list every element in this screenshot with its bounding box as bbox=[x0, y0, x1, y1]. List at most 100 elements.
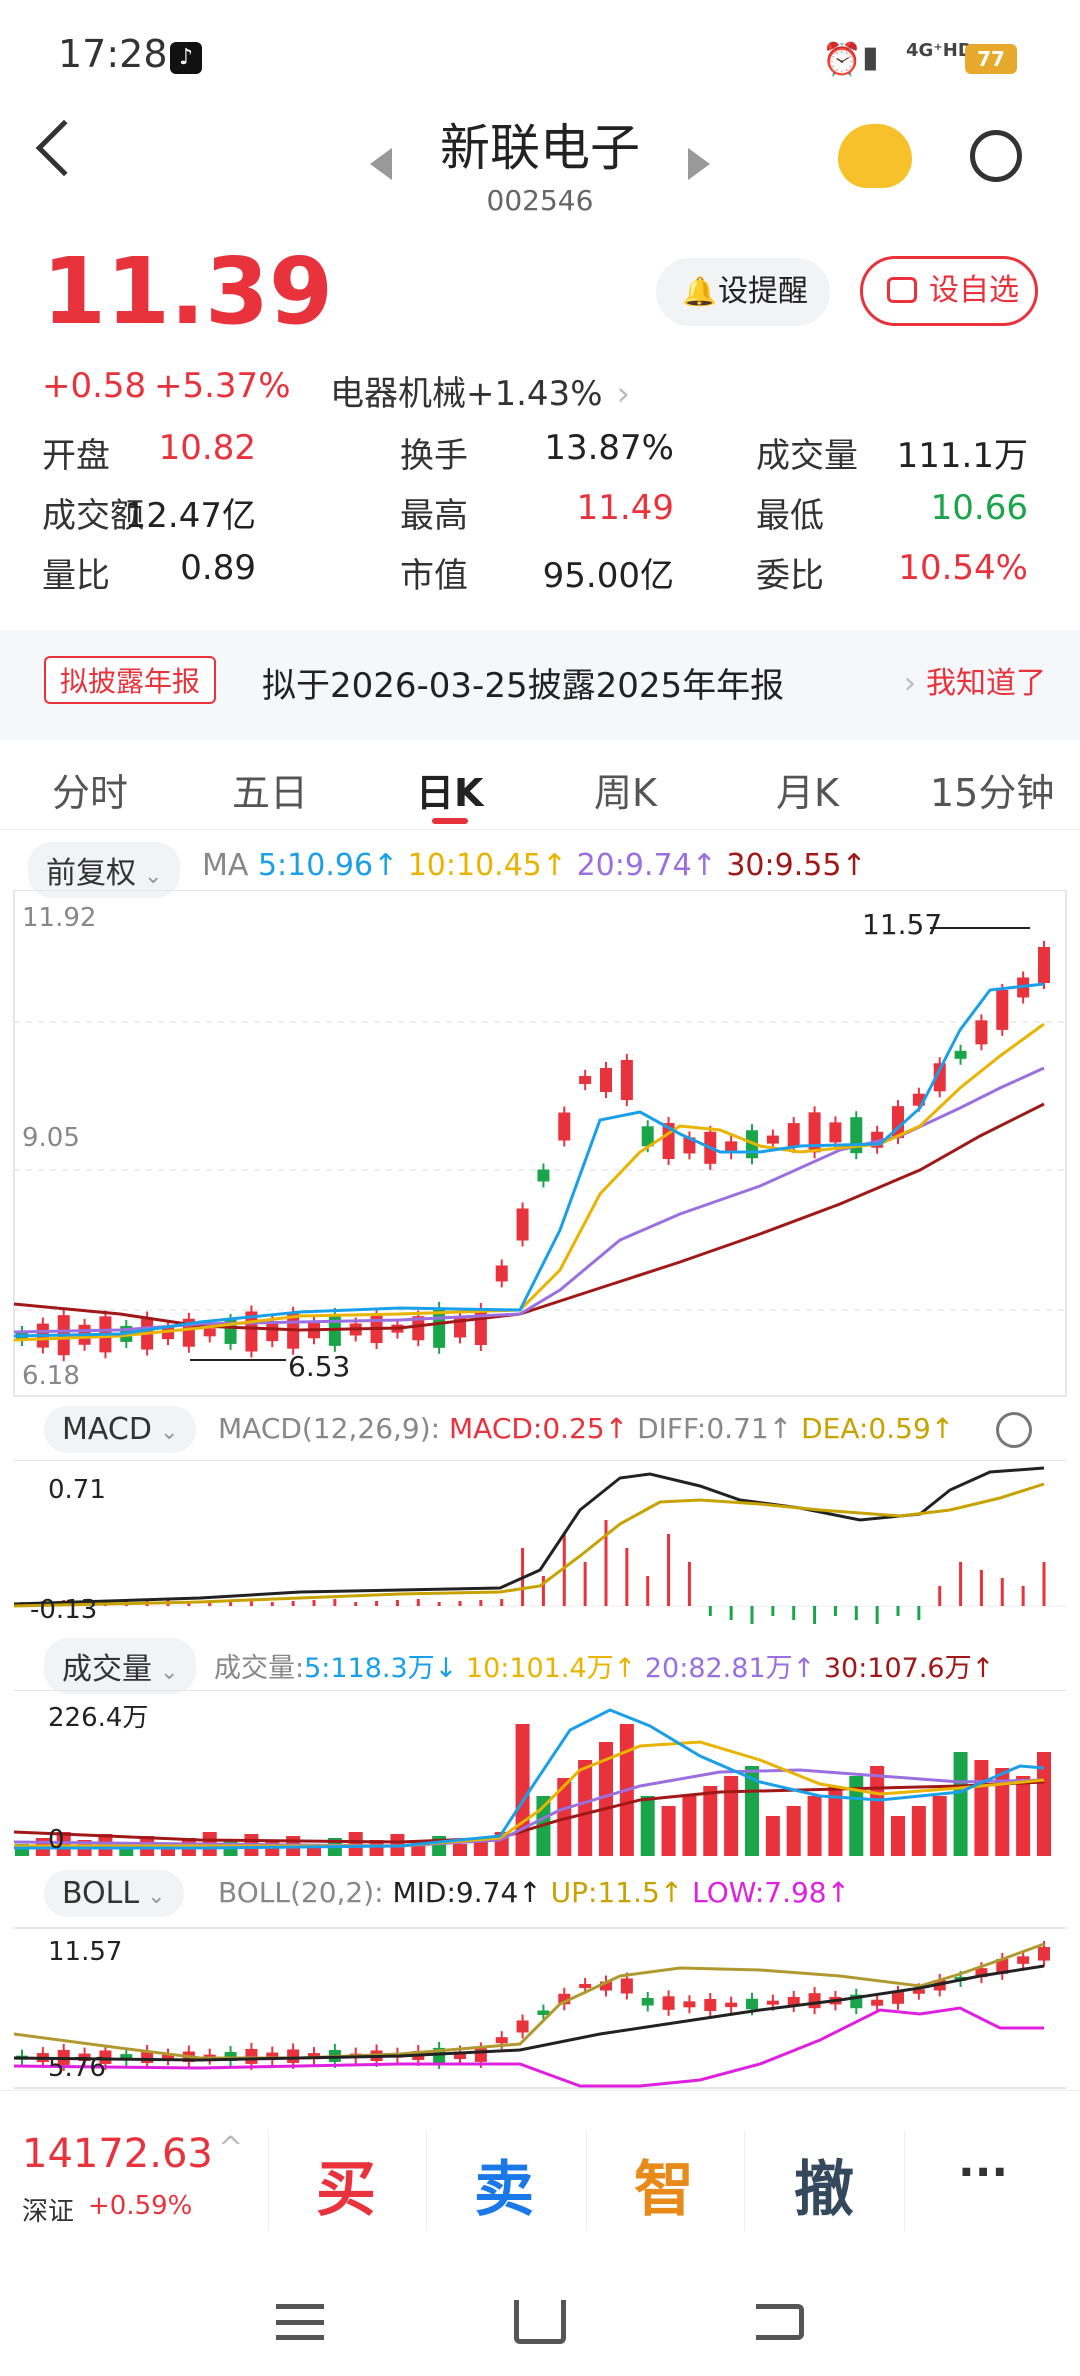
boll-legend: BOLL(20,2): MID:9.74↑ UP:11.5↑ LOW:7.98↑ bbox=[218, 1876, 850, 1909]
volume-bar bbox=[932, 1796, 947, 1856]
stat-label: 委比 bbox=[756, 556, 824, 596]
stat-label: 市值 bbox=[400, 556, 468, 596]
active-tab-indicator bbox=[432, 818, 468, 824]
next-stock-icon[interactable] bbox=[688, 148, 710, 180]
macd-chart[interactable]: 0.71 -0.13 bbox=[0, 1460, 1080, 1630]
diff-line bbox=[13, 1466, 1045, 1606]
stat-label: 成交量 bbox=[756, 436, 858, 476]
boll-mid: MID:9.74↑ bbox=[392, 1876, 542, 1909]
chevron-right-icon: › bbox=[616, 374, 631, 414]
stat-value: 10.82 bbox=[158, 428, 256, 468]
stock-name: 新联电子 bbox=[440, 119, 640, 177]
back-icon[interactable] bbox=[35, 119, 93, 177]
buy-button[interactable]: 买 bbox=[316, 2155, 376, 2225]
tiktok-icon: ♪ bbox=[170, 42, 202, 74]
volume-axis-bottom: 0 bbox=[48, 1825, 65, 1855]
stat-label: 量比 bbox=[42, 556, 110, 596]
stat-label: 开盘 bbox=[42, 436, 110, 476]
more-button[interactable]: ··· bbox=[958, 2147, 1009, 2198]
boll-candles bbox=[16, 1941, 1050, 2071]
notice-text: 拟于2026-03-25披露2025年年报 bbox=[262, 666, 785, 706]
index-name: 深证 bbox=[22, 2197, 75, 2227]
ma10-value: 10:10.45↑ bbox=[407, 848, 568, 883]
volume-bar bbox=[807, 1796, 822, 1856]
sell-button[interactable]: 卖 bbox=[474, 2155, 534, 2225]
add-watchlist-button[interactable]: 设自选 bbox=[860, 256, 1038, 326]
tab-5[interactable]: 15分钟 bbox=[930, 771, 1055, 815]
kline-min-mark: 6.53 bbox=[288, 1350, 350, 1383]
stat-value: 0.89 bbox=[180, 548, 256, 588]
tab-2[interactable]: 日K bbox=[416, 762, 483, 824]
index-value[interactable]: 14172.63 bbox=[22, 2131, 213, 2177]
vol20-value: 20:82.81万↑ bbox=[644, 1653, 816, 1684]
ma30-line bbox=[13, 1102, 1045, 1332]
macd-name: MACD bbox=[62, 1412, 152, 1447]
home-icon[interactable] bbox=[514, 2300, 566, 2344]
battery-icon: 77 bbox=[965, 44, 1017, 74]
vol10-value: 10:101.4万↑ bbox=[465, 1653, 637, 1684]
back-nav-icon[interactable] bbox=[756, 2304, 804, 2340]
volume-bar bbox=[369, 1840, 384, 1856]
kline-chart[interactable]: 11.92 9.05 6.18 11.57 6.53 bbox=[0, 890, 1080, 1400]
ma5-line bbox=[13, 982, 1045, 1338]
volume-bar bbox=[599, 1742, 613, 1856]
volume-bar bbox=[995, 1768, 1010, 1856]
ma10-line bbox=[13, 1022, 1045, 1342]
ma-label: MA bbox=[202, 848, 249, 883]
tab-1[interactable]: 五日 bbox=[232, 771, 309, 815]
tab-3[interactable]: 周K bbox=[594, 771, 657, 815]
boll-low: LOW:7.98↑ bbox=[692, 1876, 851, 1909]
boll-dropdown[interactable]: BOLL ⌄ bbox=[44, 1870, 184, 1917]
stat-label: 换手 bbox=[400, 436, 468, 476]
volume-bars bbox=[15, 1724, 1051, 1856]
chevron-down-icon: ⌄ bbox=[159, 1420, 179, 1445]
stat-label: 成交额 bbox=[42, 496, 144, 536]
macd-value: MACD:0.25↑ bbox=[449, 1412, 629, 1445]
boll-up-line bbox=[13, 1942, 1045, 2060]
vibrate-icon: ▮ bbox=[862, 40, 879, 75]
volume-chart[interactable]: 226.4万 0 bbox=[0, 1690, 1080, 1860]
volume-dropdown[interactable]: 成交量 ⌄ bbox=[44, 1638, 197, 1694]
kline-axis-mid: 9.05 bbox=[22, 1123, 80, 1153]
period-tabs: 分时 五日 日K 周K 月K 15分钟 bbox=[0, 740, 1080, 830]
volume-bar bbox=[765, 1816, 780, 1856]
volume-bar bbox=[661, 1806, 676, 1856]
volume-bar bbox=[453, 1844, 467, 1856]
volume-bar bbox=[953, 1752, 968, 1856]
kline-max-mark: 11.57 bbox=[862, 908, 942, 941]
tab-4[interactable]: 月K bbox=[776, 771, 839, 815]
stock-code: 002546 bbox=[486, 184, 594, 217]
stat-value: 10.54% bbox=[898, 548, 1028, 588]
dea-value: DEA:0.59↑ bbox=[801, 1412, 955, 1445]
cancel-order-button[interactable]: 撤 bbox=[794, 2155, 854, 2225]
prev-stock-icon[interactable] bbox=[370, 148, 392, 180]
kline-candles bbox=[16, 941, 1050, 1362]
vol5-value: 5:118.3万↓ bbox=[304, 1653, 458, 1684]
stock-header: 新联电子 002546 bbox=[0, 100, 1080, 230]
mascot-icon[interactable] bbox=[838, 124, 912, 188]
menu-icon[interactable] bbox=[276, 2304, 324, 2340]
set-alert-button[interactable]: 🔔 设提醒 bbox=[656, 258, 830, 326]
volume-bar bbox=[911, 1806, 926, 1856]
macd-axis-top: 0.71 bbox=[48, 1475, 106, 1505]
macd-dropdown[interactable]: MACD ⌄ bbox=[44, 1406, 197, 1453]
boll-mid-line bbox=[13, 1964, 1045, 2062]
notice-ack-button[interactable]: › 我知道了 bbox=[904, 658, 1046, 702]
system-nav-bar bbox=[0, 2270, 1080, 2376]
boll-up: UP:11.5↑ bbox=[550, 1876, 684, 1909]
adjust-dropdown[interactable]: 前复权 ⌄ bbox=[28, 842, 181, 898]
boll-axis-top: 11.57 bbox=[48, 1937, 122, 1967]
volume-bar bbox=[724, 1776, 739, 1856]
volume-bar bbox=[515, 1724, 530, 1856]
stat-label: 最低 bbox=[756, 496, 824, 536]
boll-axis-bottom: 5.76 bbox=[48, 2053, 106, 2083]
settings-icon[interactable] bbox=[996, 1412, 1032, 1448]
sector-link[interactable]: 电器机械+1.43% › bbox=[330, 366, 630, 415]
smart-button[interactable]: 智 bbox=[634, 2155, 694, 2225]
alarm-icon: ⏰ bbox=[822, 40, 862, 78]
search-icon[interactable] bbox=[970, 130, 1022, 182]
ma5-value: 5:10.96↑ bbox=[257, 848, 399, 883]
add-watchlist-label: 设自选 bbox=[929, 273, 1019, 308]
boll-chart[interactable]: 11.57 5.76 bbox=[0, 1924, 1080, 2090]
tab-0[interactable]: 分时 bbox=[52, 771, 129, 815]
